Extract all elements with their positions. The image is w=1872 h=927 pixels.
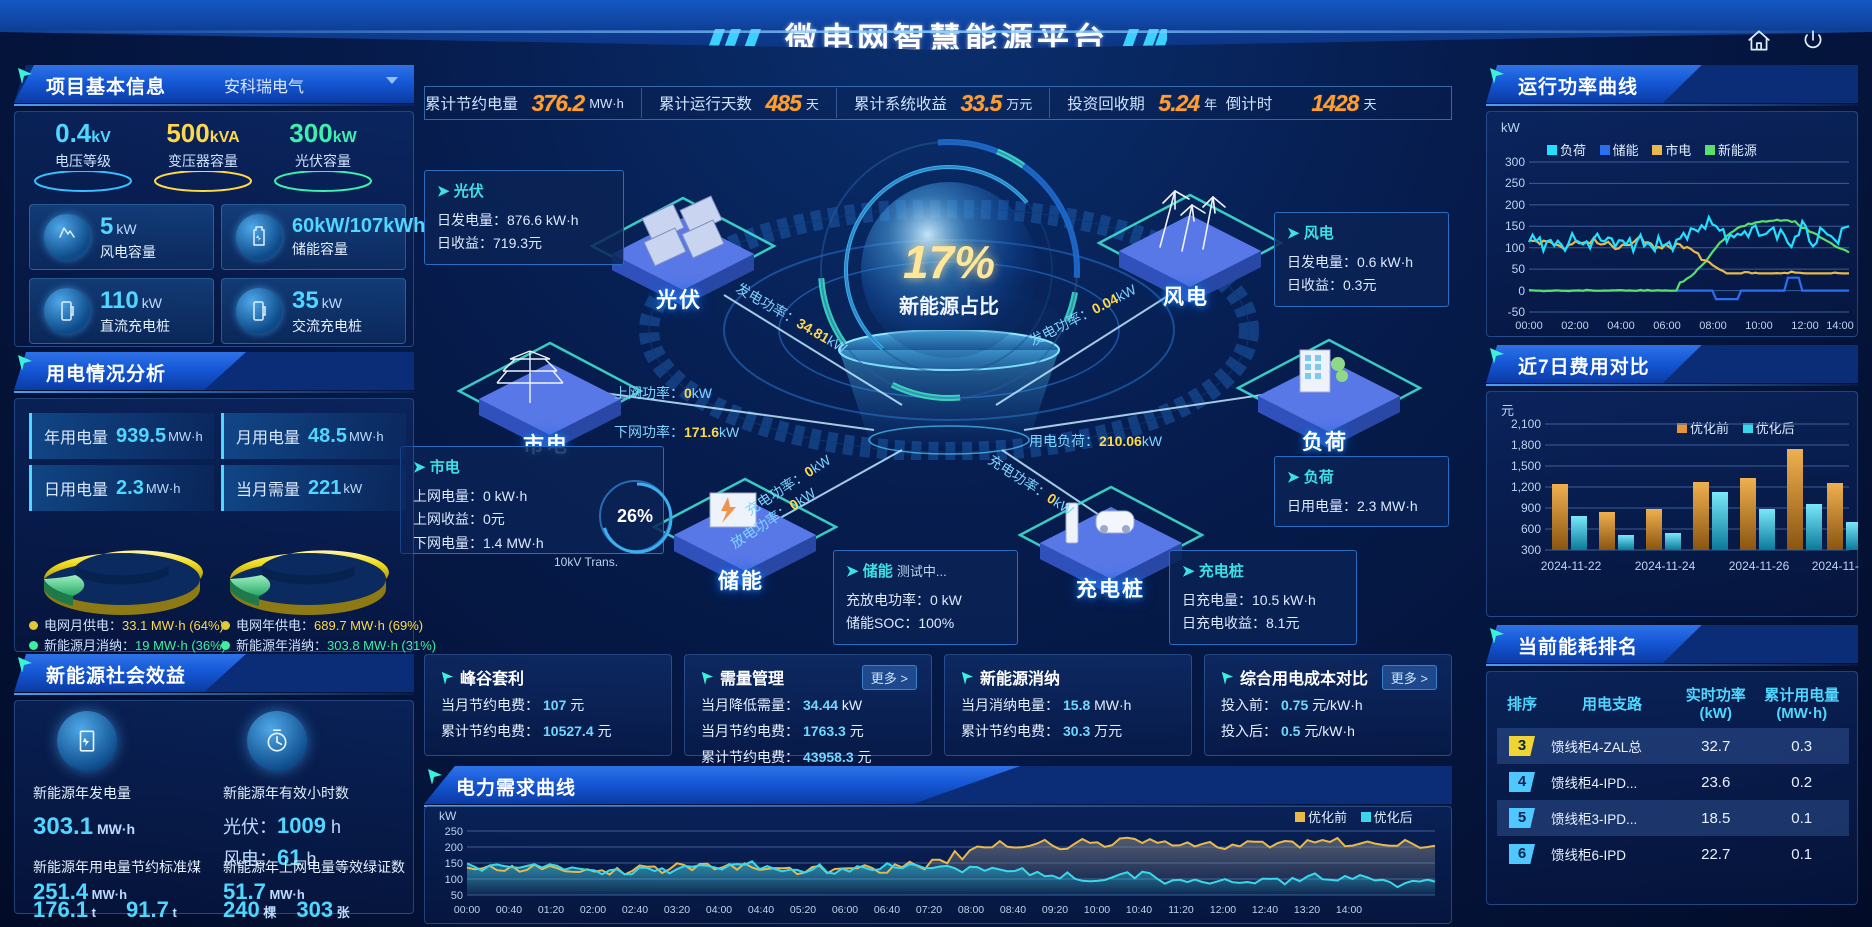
svg-text:250: 250 <box>445 826 463 838</box>
svg-text:00:00: 00:00 <box>1515 320 1543 332</box>
svg-text:250: 250 <box>1505 176 1525 190</box>
svg-text:-50: -50 <box>1508 305 1526 319</box>
svg-text:900: 900 <box>1521 501 1541 515</box>
svg-text:2024-11-22: 2024-11-22 <box>1541 559 1602 573</box>
svg-text:02:00: 02:00 <box>580 904 606 916</box>
svg-text:08:00: 08:00 <box>1699 320 1727 332</box>
svg-text:1,800: 1,800 <box>1511 438 1541 452</box>
svg-text:14:00: 14:00 <box>1826 320 1854 332</box>
svg-text:200: 200 <box>445 842 463 854</box>
svg-text:2024-11-26: 2024-11-26 <box>1729 559 1790 573</box>
svg-text:1,200: 1,200 <box>1511 480 1541 494</box>
svg-text:02:40: 02:40 <box>622 904 648 916</box>
svg-text:0: 0 <box>1518 284 1525 298</box>
svg-text:11:20: 11:20 <box>1168 904 1194 916</box>
svg-text:08:00: 08:00 <box>958 904 984 916</box>
svg-text:03:20: 03:20 <box>664 904 690 916</box>
svg-text:07:20: 07:20 <box>916 904 942 916</box>
svg-text:2024-11-24: 2024-11-24 <box>1635 559 1696 573</box>
svg-text:14:00: 14:00 <box>1336 904 1362 916</box>
svg-text:00:40: 00:40 <box>496 904 522 916</box>
svg-text:00:00: 00:00 <box>454 904 480 916</box>
svg-text:12:00: 12:00 <box>1791 320 1819 332</box>
svg-text:10:00: 10:00 <box>1084 904 1110 916</box>
svg-text:300: 300 <box>1521 543 1541 557</box>
svg-text:13:20: 13:20 <box>1294 904 1320 916</box>
svg-text:06:40: 06:40 <box>874 904 900 916</box>
svg-text:2024-11-28: 2024-11-28 <box>1812 559 1859 573</box>
svg-text:08:40: 08:40 <box>1000 904 1026 916</box>
svg-text:05:20: 05:20 <box>790 904 816 916</box>
svg-text:50: 50 <box>451 890 463 902</box>
svg-text:06:00: 06:00 <box>832 904 858 916</box>
svg-text:02:00: 02:00 <box>1561 320 1589 332</box>
svg-text:04:00: 04:00 <box>706 904 732 916</box>
svg-text:10:40: 10:40 <box>1126 904 1152 916</box>
svg-text:04:00: 04:00 <box>1607 320 1635 332</box>
svg-text:600: 600 <box>1521 522 1541 536</box>
svg-text:100: 100 <box>445 874 463 886</box>
svg-text:2,100: 2,100 <box>1511 418 1541 431</box>
svg-text:06:00: 06:00 <box>1653 320 1681 332</box>
svg-text:300: 300 <box>1505 155 1525 169</box>
svg-text:200: 200 <box>1505 198 1525 212</box>
svg-text:50: 50 <box>1512 262 1526 276</box>
svg-text:100: 100 <box>1505 241 1525 255</box>
svg-text:10:00: 10:00 <box>1745 320 1773 332</box>
svg-text:09:20: 09:20 <box>1042 904 1068 916</box>
svg-text:01:20: 01:20 <box>538 904 564 916</box>
svg-text:12:00: 12:00 <box>1210 904 1236 916</box>
svg-text:150: 150 <box>1505 219 1525 233</box>
svg-text:150: 150 <box>445 858 463 870</box>
svg-text:1,500: 1,500 <box>1511 459 1541 473</box>
svg-text:12:40: 12:40 <box>1252 904 1278 916</box>
svg-text:04:40: 04:40 <box>748 904 774 916</box>
